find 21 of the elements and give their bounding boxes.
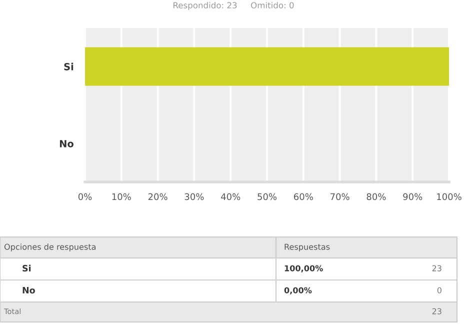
text: Opciones de respuesta [4,244,96,252]
x-tick-label: 70% [330,193,350,200]
x-tick-label: 80% [366,193,386,200]
x-tick-label: 0% [78,193,92,200]
x-tick-label: 90% [403,193,422,200]
x-tick-label: 60% [294,193,313,200]
x-tick-label: 50% [258,193,277,200]
text: 23 [432,308,442,314]
x-tick-label: 20% [148,193,168,200]
category-label: Si [22,264,31,272]
x-tick-label: 40% [221,193,240,200]
text: 23 [432,265,442,272]
text: 0,00% [284,287,312,294]
x-tick-label: 10% [112,193,131,200]
text: Respuestas [284,244,330,252]
text: 100,00% [284,265,323,272]
category-label: No [22,287,35,294]
text: 0 [437,287,442,294]
chart-subtitle: Respondido: 23 Omitido: 0 [174,2,294,10]
x-tick-label: 30% [184,193,204,200]
x-tick-label: 100% [437,193,462,200]
